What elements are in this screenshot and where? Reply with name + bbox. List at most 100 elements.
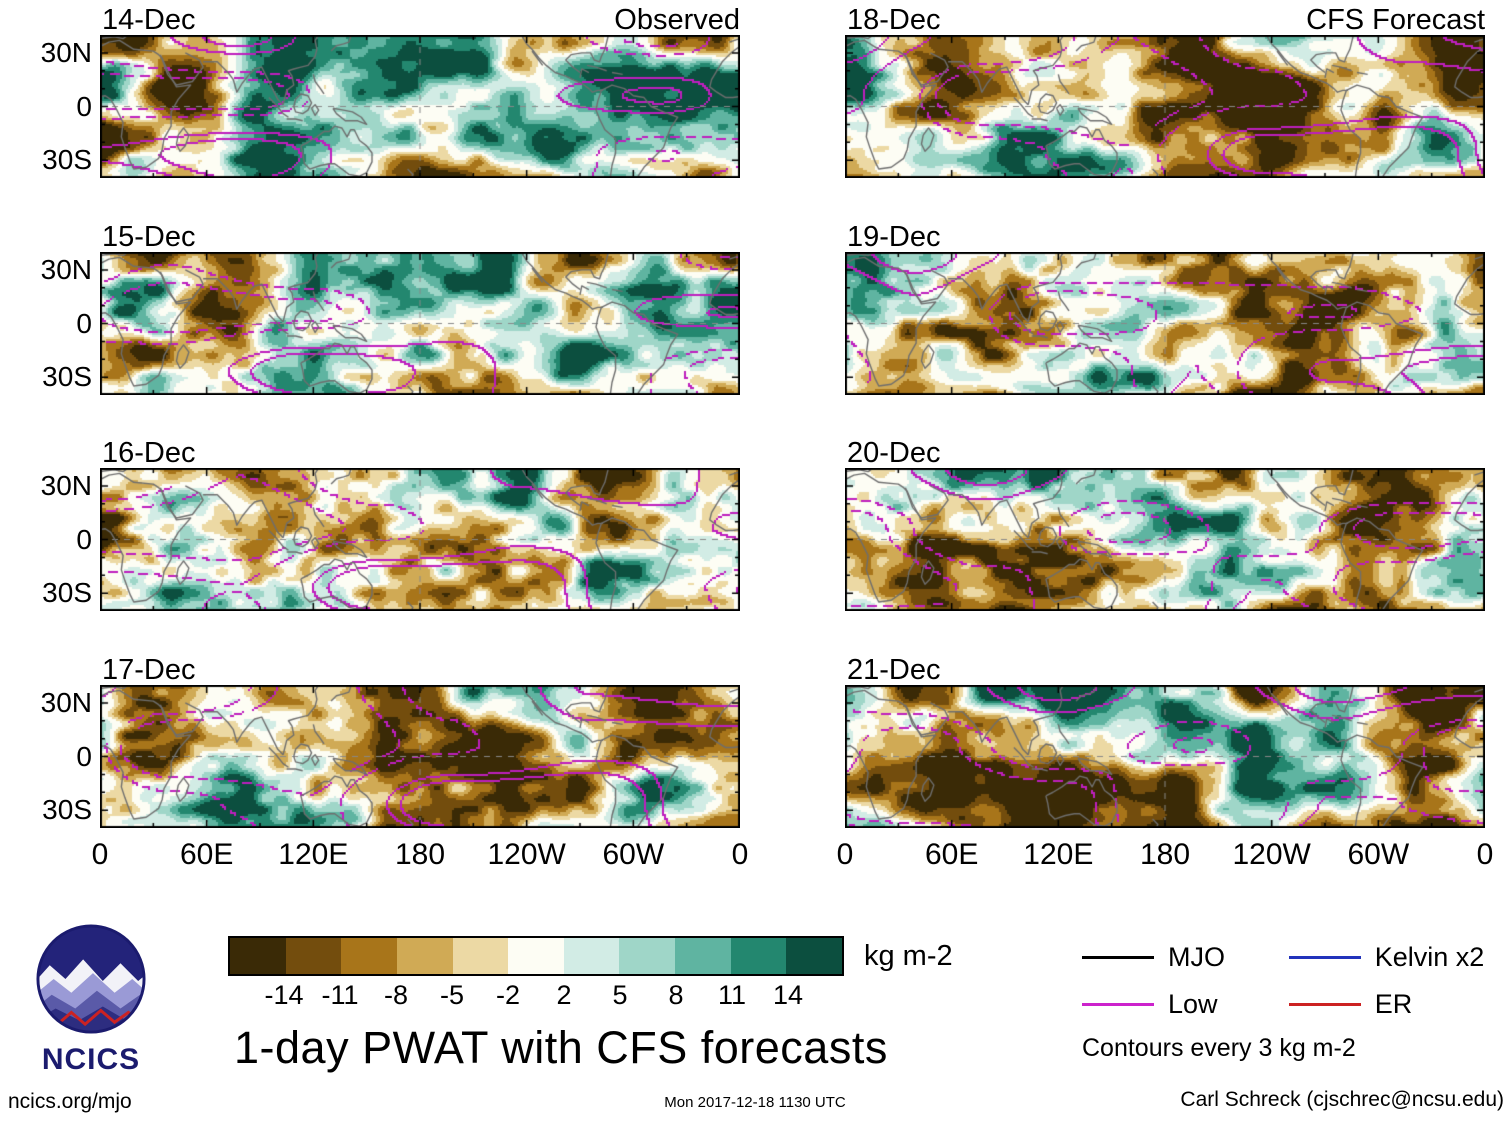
legend-item-mjo: MJO — [1082, 942, 1243, 973]
colorbar-tick: 2 — [556, 980, 572, 1010]
colorbar-tick: -5 — [439, 980, 465, 1010]
ncics-logo-icon — [36, 924, 146, 1034]
pwat-map-canvas — [845, 252, 1485, 395]
map-wrap: 30N 0 30S — [41, 468, 740, 611]
map-wrap — [845, 685, 1485, 828]
panel-date: 14-Dec — [102, 4, 196, 36]
x-tick: 120W — [1232, 838, 1311, 871]
colorbar-segment — [675, 938, 731, 974]
colorbar-segment — [452, 938, 509, 974]
colorbar-segment — [563, 938, 620, 974]
panel-date: 19-Dec — [847, 221, 941, 253]
figure-title: 1-day PWAT with CFS forecasts — [234, 1022, 888, 1073]
x-tick: 0 — [1476, 838, 1494, 871]
panel-header: 14-Dec Observed — [100, 5, 740, 35]
colorbar-segment — [396, 938, 453, 974]
colorbar-tick: 14 — [772, 980, 804, 1010]
colorbar-tick: -8 — [383, 980, 409, 1010]
legend-item-kelvin: Kelvin x2 — [1288, 942, 1502, 973]
footer-url: ncics.org/mjo — [8, 1090, 132, 1113]
y-tick-30n: 30N — [40, 470, 92, 501]
panel-date: 16-Dec — [102, 437, 196, 469]
contour-legend: MJO Kelvin x2 Low ER Contours every 3 kg… — [1082, 942, 1502, 1063]
x-tick: 0 — [91, 838, 109, 871]
colorbar-tick: -11 — [321, 980, 359, 1010]
x-tick: 0 — [731, 838, 749, 871]
y-tick-30n: 30N — [40, 37, 92, 68]
mjo-line-swatch — [1082, 956, 1154, 959]
legend-label-low: Low — [1168, 989, 1218, 1019]
y-tick-eq: 0 — [76, 524, 92, 555]
x-tick: 180 — [394, 838, 446, 871]
colorbar-segment — [285, 938, 342, 974]
contour-interval-note: Contours every 3 kg m-2 — [1082, 1034, 1356, 1062]
x-tick: 120E — [1023, 838, 1094, 871]
colorbar — [228, 936, 844, 976]
panel-header: 21-Dec — [845, 655, 1485, 685]
map-wrap: 30N 0 30S — [41, 252, 740, 395]
panel-forecast-1: 19-Dec — [845, 222, 1485, 395]
colorbar-tick: -2 — [495, 980, 521, 1010]
x-tick: 60W — [1347, 838, 1410, 871]
colorbar-tick: 11 — [717, 980, 747, 1010]
colorbar-units: kg m-2 — [864, 940, 953, 972]
panel-header: 19-Dec — [845, 222, 1485, 252]
x-tick: 60E — [924, 838, 979, 871]
panel-header: 18-Dec CFS Forecast — [845, 5, 1485, 35]
map-wrap — [845, 252, 1485, 395]
y-tick-30s: 30S — [42, 794, 92, 825]
legend-label-kelvin: Kelvin x2 — [1374, 942, 1485, 972]
y-tick-eq: 0 — [76, 308, 92, 339]
panel-date: 17-Dec — [102, 654, 196, 686]
map-wrap: 30N 0 30S — [41, 685, 740, 828]
legend-label-er: ER — [1374, 989, 1413, 1019]
legend-label-mjo: MJO — [1168, 942, 1225, 972]
colorbar-tick: 8 — [668, 980, 684, 1010]
y-tick-eq: 0 — [76, 741, 92, 772]
y-tick-30s: 30S — [42, 361, 92, 392]
pwat-map-canvas — [845, 35, 1485, 178]
x-axis-labels: 0 60E 120E 180 120W 60W 0 — [837, 828, 1494, 872]
kelvin-line-swatch — [1288, 956, 1361, 959]
panel-forecast-0: 18-Dec CFS Forecast — [845, 5, 1485, 178]
colorbar-segment — [508, 938, 564, 974]
x-tick: 0 — [836, 838, 854, 871]
x-tick: 120E — [278, 838, 349, 871]
pwat-map-canvas — [100, 252, 740, 395]
panel-observed-0: 14-Dec Observed 30N 0 30S — [41, 5, 740, 178]
panel-date: 15-Dec — [102, 221, 196, 253]
panel-observed-2: 16-Dec 30N 0 30S — [41, 437, 740, 611]
pwat-map-canvas — [100, 685, 740, 828]
panel-header: 15-Dec — [100, 222, 740, 252]
ncics-logo: NCICS — [16, 924, 166, 1077]
map-wrap — [845, 468, 1485, 611]
x-tick: 60W — [602, 838, 665, 871]
y-tick-30s: 30S — [42, 577, 92, 608]
er-line-swatch — [1288, 1003, 1361, 1006]
colorbar-segment — [230, 938, 286, 974]
colorbar-segment — [341, 938, 397, 974]
colorbar-segment — [619, 938, 676, 974]
colorbar-tick: 5 — [612, 980, 628, 1010]
y-tick-30s: 30S — [42, 144, 92, 175]
y-tick-30n: 30N — [40, 687, 92, 718]
pwat-map-canvas — [100, 468, 740, 611]
map-wrap: 30N 0 30S — [41, 35, 740, 178]
panel-observed-3: 17-Dec 30N 0 30S 0 60E 120E 180 120W 60W… — [41, 654, 749, 872]
map-wrap — [845, 35, 1485, 178]
x-axis-labels: 0 60E 120E 180 120W 60W 0 — [92, 828, 749, 872]
legend-item-low: Low — [1082, 989, 1243, 1020]
low-line-swatch — [1082, 1003, 1154, 1006]
column-heading-forecast: CFS Forecast — [1306, 4, 1485, 36]
x-tick: 120W — [487, 838, 566, 871]
ncics-logo-text: NCICS — [41, 1043, 141, 1076]
colorbar-segment — [786, 938, 843, 974]
footer-timestamp: Mon 2017-12-18 1130 UTC — [664, 1094, 846, 1111]
x-tick: 60E — [179, 838, 234, 871]
colorbar-segment — [730, 938, 787, 974]
pwat-map-canvas — [845, 468, 1485, 611]
panel-forecast-3: 21-Dec 0 60E 120E 180 120W 60W 0 — [837, 655, 1494, 872]
footer-credit: Carl Schreck (cjschrec@ncsu.edu) — [1180, 1088, 1504, 1111]
x-tick: 180 — [1139, 838, 1191, 871]
